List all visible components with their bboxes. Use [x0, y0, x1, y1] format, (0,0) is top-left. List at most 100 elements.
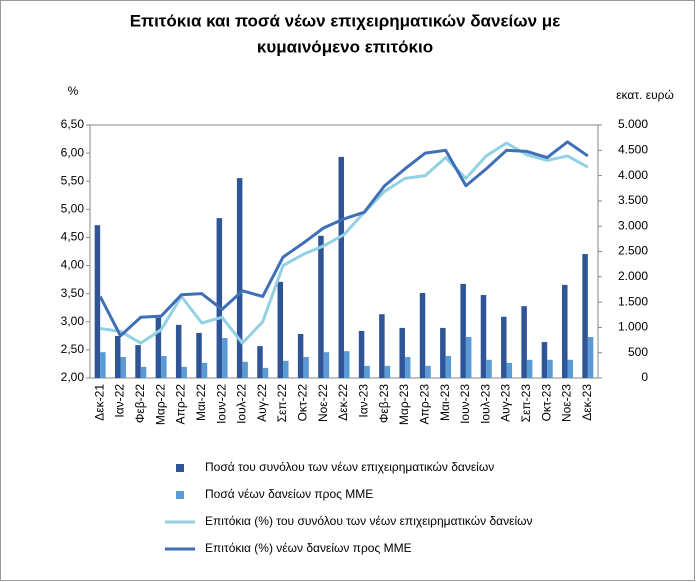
y2-tick-label: 1.000: [618, 320, 648, 334]
bar: [114, 336, 121, 378]
bar: [135, 345, 141, 378]
bar: [242, 361, 248, 378]
x-tick-label: Οκτ-22: [296, 384, 310, 422]
x-tick-label: Νοε-23: [560, 384, 574, 422]
legend-label: Επιτόκια (%) του συνόλου των νέων επιχει…: [205, 514, 533, 528]
y2-tick-label: 4.000: [618, 168, 648, 182]
y-tick-label: 2,50: [61, 342, 85, 356]
bar: [236, 178, 243, 378]
bar: [216, 218, 223, 378]
x-tick-label: Οκτ-23: [539, 384, 553, 422]
bar: [521, 306, 527, 378]
x-tick-label: Δεκ-23: [580, 384, 594, 421]
bar: [196, 332, 202, 378]
x-tick-label: Απρ-23: [417, 384, 431, 425]
legend-swatch: [176, 491, 184, 499]
y-tick-label: 3,00: [61, 314, 85, 328]
bar: [384, 365, 391, 378]
y2-tick-label: 2.000: [618, 269, 648, 283]
legend-label: Επιτόκια (%) νέων δανείων προς ΜΜΕ: [205, 541, 412, 555]
bar: [541, 342, 548, 378]
y-tick-label: 5,00: [61, 202, 85, 216]
bar: [283, 360, 289, 378]
bar: [100, 352, 106, 378]
y-tick-label: 6,50: [61, 117, 85, 131]
bar: [506, 362, 513, 378]
bar: [323, 352, 330, 378]
x-tick-label: Φεβ-23: [377, 384, 391, 423]
x-tick-label: Μαι-23: [438, 384, 452, 421]
x-tick-label: Ιαν-23: [356, 384, 370, 418]
y2-tick-label: 2.500: [618, 244, 648, 258]
bar: [120, 357, 126, 378]
x-tick-label: Μαι-22: [194, 384, 208, 421]
y2-tick-label: 4.500: [618, 142, 648, 156]
bar: [460, 283, 466, 378]
y-tick-label: 6,00: [61, 145, 85, 159]
x-tick-label: Απρ-22: [174, 384, 188, 425]
bar: [404, 357, 411, 378]
legend-swatch: [176, 464, 184, 472]
bar: [262, 367, 269, 378]
bar: [140, 366, 147, 378]
bar: [440, 327, 446, 378]
bar: [175, 324, 182, 378]
bar: [181, 366, 187, 378]
bar: [526, 359, 533, 378]
bar: [161, 355, 167, 378]
x-tick-label: Ιουν-22: [214, 384, 228, 424]
bar: [425, 365, 431, 378]
bar: [399, 327, 405, 378]
y-axis-label: %: [68, 84, 79, 98]
y-tick-label: 4,00: [61, 258, 85, 272]
y2-tick-label: 1.500: [618, 294, 648, 308]
y2-axis-label: εκατ. ευρώ: [616, 88, 674, 102]
bar: [480, 295, 487, 378]
chart-title: Επιτόκια και ποσά νέων επιχειρηματικών δ…: [130, 11, 561, 30]
x-tick-label: Ιουν-23: [458, 384, 472, 424]
line: [98, 140, 589, 338]
x-tick-label: Αυγ-23: [499, 384, 513, 422]
legend-label: Ποσά νέων δανείων προς ΜΜΕ: [205, 487, 373, 501]
y-tick-label: 5,50: [61, 173, 85, 187]
bar: [201, 362, 208, 378]
x-tick-label: Σεπ-23: [519, 384, 533, 423]
bar: [465, 337, 472, 378]
bar: [222, 338, 228, 378]
bar: [419, 292, 426, 378]
bar: [338, 156, 344, 378]
bar: [582, 254, 588, 378]
y-tick-label: 4,50: [61, 230, 85, 244]
bar: [344, 351, 350, 378]
x-tick-label: Αυγ-22: [255, 384, 269, 422]
bar: [318, 235, 324, 378]
bar: [364, 365, 370, 378]
y2-tick-label: 500: [628, 345, 648, 359]
bar: [303, 357, 309, 378]
bar: [587, 337, 594, 378]
x-tick-label: Μαρ-22: [153, 384, 167, 425]
x-tick-label: Ιουλ-22: [235, 384, 249, 424]
x-tick-label: Νοε-22: [316, 384, 330, 422]
x-tick-label: Μαρ-23: [397, 384, 411, 425]
bar: [486, 359, 492, 378]
x-tick-label: Ιαν-22: [113, 384, 127, 418]
y-tick-label: 2,00: [61, 370, 85, 384]
bar: [155, 317, 162, 378]
bar: [257, 346, 263, 378]
y2-tick-label: 5.000: [618, 117, 648, 131]
x-tick-label: Ιουλ-23: [478, 384, 492, 424]
bar: [358, 330, 365, 378]
bar: [94, 225, 101, 378]
bar: [379, 314, 385, 378]
bar: [501, 316, 507, 378]
y2-tick-label: 3.000: [618, 218, 648, 232]
y-tick-label: 3,50: [61, 286, 85, 300]
x-tick-label: Φεβ-22: [133, 384, 147, 423]
bar: [445, 355, 452, 378]
bar: [277, 281, 284, 378]
x-tick-label: Δεκ-21: [92, 384, 106, 421]
bar: [567, 359, 574, 378]
